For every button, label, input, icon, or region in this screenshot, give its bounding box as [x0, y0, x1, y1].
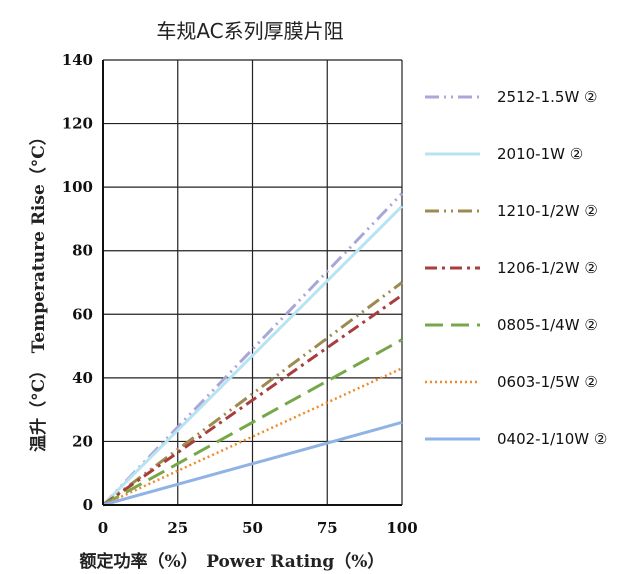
legend-label: 1206-1/2W ②	[497, 259, 598, 277]
legend-label: 0603-1/5W ②	[497, 373, 598, 391]
legend-label: 2512-1.5W ②	[497, 88, 598, 106]
x-tick-label: 100	[386, 519, 417, 537]
legend-item: 0402-1/10W ②	[425, 430, 607, 448]
x-tick-label: 25	[167, 519, 188, 537]
legend-item: 0805-1/4W ②	[425, 316, 598, 334]
y-axis-label: 温升（°C） Temperature Rise（°C）	[28, 128, 49, 452]
legend-item: 1206-1/2W ②	[425, 259, 598, 277]
legend-item: 0603-1/5W ②	[425, 373, 598, 391]
x-tick-label: 50	[242, 519, 263, 537]
y-tick-label: 80	[72, 242, 93, 260]
y-tick-label: 100	[62, 178, 93, 196]
x-tick-label: 0	[98, 519, 108, 537]
y-tick-label: 120	[62, 115, 93, 133]
x-axis-label: 额定功率（%） Power Rating（%）	[80, 551, 385, 572]
legend-label: 0402-1/10W ②	[497, 430, 607, 448]
x-tick-label: 75	[317, 519, 338, 537]
y-tick-label: 40	[72, 369, 93, 387]
grid	[103, 60, 402, 505]
legend-item: 2512-1.5W ②	[425, 88, 598, 106]
chart-title: 车规AC系列厚膜片阻	[156, 19, 343, 43]
legend: 2512-1.5W ② 2010-1W ② 1210-1/2W ② 1206-1/2W…	[425, 88, 607, 448]
legend-item: 2010-1W ②	[425, 145, 583, 163]
y-tick-label: 0	[83, 496, 93, 514]
legend-label: 1210-1/2W ②	[497, 202, 598, 220]
y-tick-label: 60	[72, 305, 93, 323]
legend-label: 0805-1/4W ②	[497, 316, 598, 334]
legend-label: 2010-1W ②	[497, 145, 583, 163]
y-tick-label: 140	[62, 51, 93, 69]
y-tick-label: 20	[72, 432, 93, 450]
legend-item: 1210-1/2W ②	[425, 202, 598, 220]
